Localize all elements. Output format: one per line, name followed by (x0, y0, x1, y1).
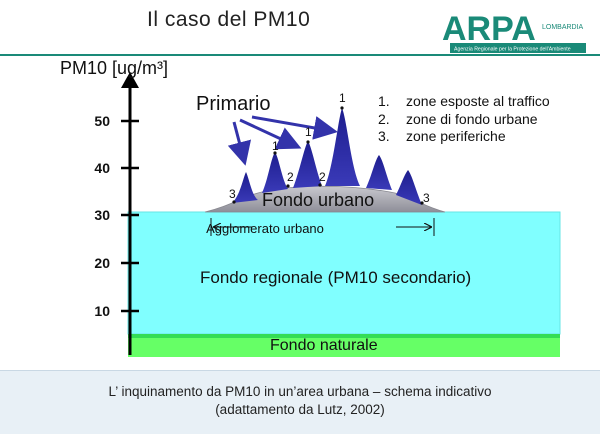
peak-traffic-1 (262, 152, 288, 193)
peak-periphery-left (232, 172, 258, 203)
arrow-to-peak-3 (251, 115, 338, 140)
primary-peaks (232, 108, 422, 205)
peak-number-label: 2 (287, 170, 294, 184)
caption-line-1: L’ inquinamento da PM10 in un’area urban… (108, 384, 492, 399)
marker-dot (232, 200, 236, 204)
y-axis (121, 72, 139, 355)
legend-item: 3. zone periferiche (378, 128, 506, 144)
svg-text:LOMBARDIA: LOMBARDIA (542, 24, 584, 31)
peak-number-label: 1 (305, 125, 312, 139)
marker-dot (318, 183, 322, 187)
marker-dot (306, 140, 310, 144)
station-markers (232, 106, 424, 205)
legend-item: 1. zone esposte al traffico (378, 93, 550, 109)
marker-dot (340, 106, 344, 110)
caption-band (0, 370, 600, 434)
primario-arrows (227, 115, 338, 166)
y-tick-label-50: 50 (94, 113, 110, 129)
y-tick-label-40: 40 (94, 160, 110, 176)
peak-traffic-2 (293, 141, 322, 188)
natural-background-band (128, 334, 560, 357)
fondo-urbano-label: Fondo urbano (262, 190, 375, 210)
fondo-naturale-label: Fondo naturale (270, 337, 378, 354)
arrow-to-peak-1 (227, 121, 252, 166)
marker-dot (273, 151, 277, 155)
marker-dot (420, 201, 424, 205)
y-tick-label-20: 20 (94, 255, 110, 271)
peak-number-label: 1 (272, 139, 279, 153)
slide-caption: L’ inquinamento da PM10 in un’area urban… (0, 383, 600, 419)
y-axis-title: PM10 [ug/m³] (60, 58, 169, 78)
y-axis-arrow-icon (121, 72, 139, 88)
slide-title: Il caso del PM10 (147, 8, 311, 31)
legend-item: 2. zone di fondo urbane (378, 110, 538, 127)
peak-number-label: 3 (229, 187, 236, 201)
agglomerato-label: Agglomerato urbano (206, 221, 324, 236)
fondo-regionale-label: Fondo regionale (PM10 secondario) (200, 268, 472, 287)
peak-periphery-right (396, 170, 422, 205)
agglomerato-dimension (210, 218, 435, 236)
peak-urban (366, 155, 392, 190)
arpa-logo: ARPA LOMBARDIA Agenzia Regionale per la … (440, 6, 590, 54)
svg-text:Agenzia Regionale per la Prote: Agenzia Regionale per la Protezione dell… (454, 47, 571, 53)
marker-dot (286, 184, 290, 188)
peak-traffic-3 (325, 108, 360, 186)
title-divider (0, 54, 600, 56)
natural-band-edge (128, 334, 560, 338)
pm10-diagram (78, 72, 561, 357)
svg-text:ARPA: ARPA (442, 10, 536, 48)
axis-panel (78, 212, 130, 357)
peak-number-label: 2 (319, 170, 326, 184)
regional-background-band (127, 211, 561, 335)
caption-line-2: (adattamento da Lutz, 2002) (215, 402, 385, 417)
arpa-logo-icon: ARPA LOMBARDIA Agenzia Regionale per la … (442, 10, 586, 53)
primario-label: Primario (196, 93, 271, 115)
peak-number-label: 3 (423, 191, 430, 205)
zone-legend: 1. zone esposte al traffico 2. zone di fon… (378, 93, 550, 146)
y-tick-label-30: 30 (94, 207, 110, 223)
arrow-to-peak-2 (239, 118, 302, 150)
y-tick-label-10: 10 (94, 303, 110, 319)
peak-number-label: 1 (339, 91, 346, 105)
